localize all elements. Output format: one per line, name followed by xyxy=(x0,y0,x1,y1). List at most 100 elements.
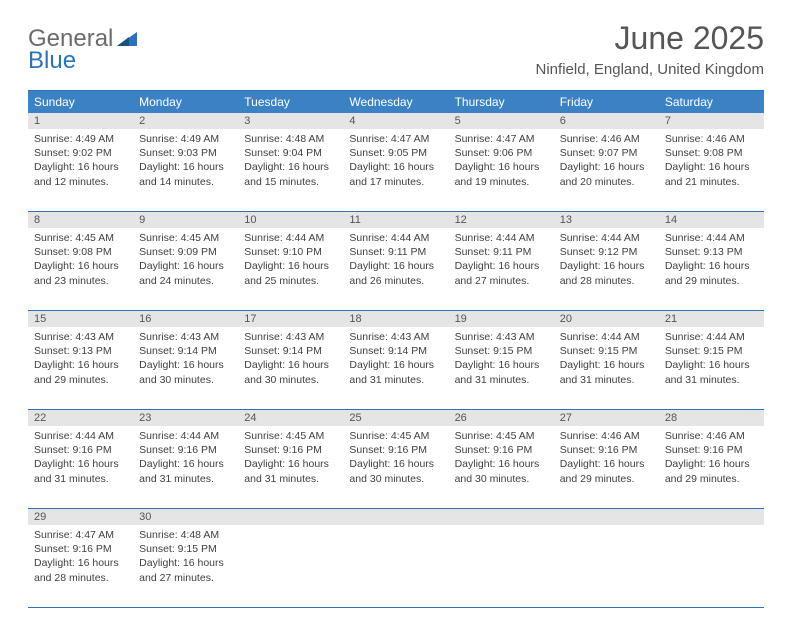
daylight-text: Daylight: 16 hours xyxy=(139,259,232,273)
sunrise-text: Sunrise: 4:43 AM xyxy=(139,330,232,344)
sunrise-text: Sunrise: 4:44 AM xyxy=(665,330,758,344)
sunset-text: Sunset: 9:03 PM xyxy=(139,146,232,160)
daylight-text: and 27 minutes. xyxy=(139,571,232,585)
day-number: 18 xyxy=(343,311,448,327)
sunset-text: Sunset: 9:02 PM xyxy=(34,146,127,160)
day-number-row: 1234567 xyxy=(28,113,764,129)
daylight-text: Daylight: 16 hours xyxy=(34,259,127,273)
daylight-text: and 24 minutes. xyxy=(139,274,232,288)
daylight-text: Daylight: 16 hours xyxy=(665,259,758,273)
day-cell: Sunrise: 4:44 AMSunset: 9:12 PMDaylight:… xyxy=(554,228,659,310)
sunset-text: Sunset: 9:04 PM xyxy=(244,146,337,160)
daylight-text: Daylight: 16 hours xyxy=(244,160,337,174)
daylight-text: and 29 minutes. xyxy=(34,373,127,387)
day-number xyxy=(238,509,343,525)
day-number: 9 xyxy=(133,212,238,228)
day-cell: Sunrise: 4:49 AMSunset: 9:02 PMDaylight:… xyxy=(28,129,133,211)
day-number: 25 xyxy=(343,410,448,426)
sunset-text: Sunset: 9:11 PM xyxy=(349,245,442,259)
empty-day-cell xyxy=(238,525,343,607)
day-number xyxy=(343,509,448,525)
daylight-text: and 30 minutes. xyxy=(349,472,442,486)
day-number: 5 xyxy=(449,113,554,129)
empty-day-cell xyxy=(554,525,659,607)
day-cell: Sunrise: 4:49 AMSunset: 9:03 PMDaylight:… xyxy=(133,129,238,211)
day-cell: Sunrise: 4:44 AMSunset: 9:16 PMDaylight:… xyxy=(133,426,238,508)
daylight-text: Daylight: 16 hours xyxy=(244,457,337,471)
daylight-text: Daylight: 16 hours xyxy=(349,358,442,372)
daylight-text: Daylight: 16 hours xyxy=(455,358,548,372)
daylight-text: and 31 minutes. xyxy=(139,472,232,486)
day-cell: Sunrise: 4:46 AMSunset: 9:07 PMDaylight:… xyxy=(554,129,659,211)
daylight-text: Daylight: 16 hours xyxy=(139,358,232,372)
daylight-text: Daylight: 16 hours xyxy=(455,160,548,174)
daylight-text: and 31 minutes. xyxy=(34,472,127,486)
sunset-text: Sunset: 9:15 PM xyxy=(665,344,758,358)
sunrise-text: Sunrise: 4:45 AM xyxy=(349,429,442,443)
sunrise-text: Sunrise: 4:44 AM xyxy=(34,429,127,443)
daylight-text: and 25 minutes. xyxy=(244,274,337,288)
sunset-text: Sunset: 9:12 PM xyxy=(560,245,653,259)
day-number-row: 2930 xyxy=(28,509,764,525)
sunrise-text: Sunrise: 4:48 AM xyxy=(244,132,337,146)
day-cell: Sunrise: 4:47 AMSunset: 9:05 PMDaylight:… xyxy=(343,129,448,211)
day-number: 10 xyxy=(238,212,343,228)
day-number: 4 xyxy=(343,113,448,129)
day-cell: Sunrise: 4:44 AMSunset: 9:10 PMDaylight:… xyxy=(238,228,343,310)
sunset-text: Sunset: 9:15 PM xyxy=(560,344,653,358)
day-cell: Sunrise: 4:46 AMSunset: 9:08 PMDaylight:… xyxy=(659,129,764,211)
week-row: Sunrise: 4:49 AMSunset: 9:02 PMDaylight:… xyxy=(28,129,764,212)
daylight-text: and 17 minutes. xyxy=(349,175,442,189)
daylight-text: and 15 minutes. xyxy=(244,175,337,189)
empty-day-cell xyxy=(659,525,764,607)
day-number-row: 22232425262728 xyxy=(28,410,764,426)
daylight-text: and 29 minutes. xyxy=(665,274,758,288)
day-number: 8 xyxy=(28,212,133,228)
sunrise-text: Sunrise: 4:45 AM xyxy=(455,429,548,443)
day-number: 1 xyxy=(28,113,133,129)
location-text: Ninfield, England, United Kingdom xyxy=(536,61,764,78)
calendar-page: General Blue June 2025 Ninfield, England… xyxy=(0,0,792,628)
daylight-text: Daylight: 16 hours xyxy=(244,259,337,273)
day-cell: Sunrise: 4:47 AMSunset: 9:16 PMDaylight:… xyxy=(28,525,133,607)
sunset-text: Sunset: 9:07 PM xyxy=(560,146,653,160)
calendar-grid: Sunday Monday Tuesday Wednesday Thursday… xyxy=(28,90,764,608)
weekday-monday: Monday xyxy=(133,91,238,113)
day-cell: Sunrise: 4:43 AMSunset: 9:15 PMDaylight:… xyxy=(449,327,554,409)
sunset-text: Sunset: 9:15 PM xyxy=(139,542,232,556)
daylight-text: and 30 minutes. xyxy=(455,472,548,486)
sunset-text: Sunset: 9:08 PM xyxy=(665,146,758,160)
day-number: 14 xyxy=(659,212,764,228)
sunrise-text: Sunrise: 4:46 AM xyxy=(665,429,758,443)
sunset-text: Sunset: 9:08 PM xyxy=(34,245,127,259)
weeks-container: 1234567Sunrise: 4:49 AMSunset: 9:02 PMDa… xyxy=(28,113,764,608)
day-cell: Sunrise: 4:45 AMSunset: 9:16 PMDaylight:… xyxy=(238,426,343,508)
daylight-text: Daylight: 16 hours xyxy=(34,556,127,570)
day-number: 19 xyxy=(449,311,554,327)
daylight-text: and 31 minutes. xyxy=(560,373,653,387)
day-number: 24 xyxy=(238,410,343,426)
weekday-header-row: Sunday Monday Tuesday Wednesday Thursday… xyxy=(28,90,764,113)
sunset-text: Sunset: 9:14 PM xyxy=(349,344,442,358)
daylight-text: and 30 minutes. xyxy=(139,373,232,387)
week-row: Sunrise: 4:47 AMSunset: 9:16 PMDaylight:… xyxy=(28,525,764,608)
sunset-text: Sunset: 9:14 PM xyxy=(139,344,232,358)
sunset-text: Sunset: 9:10 PM xyxy=(244,245,337,259)
sunset-text: Sunset: 9:09 PM xyxy=(139,245,232,259)
day-cell: Sunrise: 4:44 AMSunset: 9:11 PMDaylight:… xyxy=(343,228,448,310)
daylight-text: and 20 minutes. xyxy=(560,175,653,189)
daylight-text: and 26 minutes. xyxy=(349,274,442,288)
day-cell: Sunrise: 4:48 AMSunset: 9:15 PMDaylight:… xyxy=(133,525,238,607)
logo-triangle-icon xyxy=(117,28,137,50)
day-number xyxy=(659,509,764,525)
sunset-text: Sunset: 9:13 PM xyxy=(34,344,127,358)
day-cell: Sunrise: 4:43 AMSunset: 9:14 PMDaylight:… xyxy=(133,327,238,409)
sunrise-text: Sunrise: 4:43 AM xyxy=(455,330,548,344)
day-number: 22 xyxy=(28,410,133,426)
sunrise-text: Sunrise: 4:45 AM xyxy=(244,429,337,443)
daylight-text: and 29 minutes. xyxy=(665,472,758,486)
day-cell: Sunrise: 4:43 AMSunset: 9:14 PMDaylight:… xyxy=(343,327,448,409)
day-cell: Sunrise: 4:45 AMSunset: 9:16 PMDaylight:… xyxy=(343,426,448,508)
daylight-text: Daylight: 16 hours xyxy=(349,259,442,273)
day-cell: Sunrise: 4:44 AMSunset: 9:15 PMDaylight:… xyxy=(659,327,764,409)
